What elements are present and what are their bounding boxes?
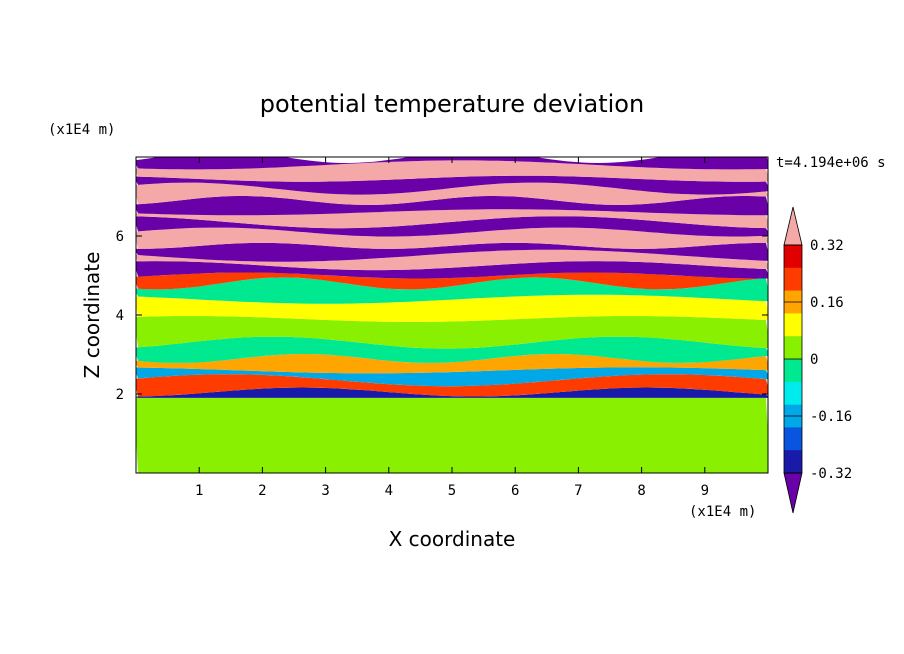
contour-bands (136, 157, 768, 473)
colorbar-tick-label: 0.16 (810, 295, 844, 311)
contour-band (136, 157, 768, 170)
colorbar-swatch (784, 381, 802, 405)
contour-band (136, 354, 768, 374)
contour-band (136, 374, 768, 397)
colorbar-swatch (784, 427, 802, 451)
colorbar-swatch (784, 313, 802, 337)
plot-area: 1 2 3 4 5 6 7 8 9 2 4 6 (116, 156, 769, 499)
contour-band (136, 294, 768, 322)
x-tick-label: 4 (385, 483, 393, 499)
contour-band (136, 209, 768, 229)
x-tick-label: 7 (574, 483, 582, 499)
x-tick-label: 9 (701, 483, 709, 499)
contour-band (136, 277, 768, 304)
contour-band (136, 387, 768, 398)
x-axis: 1 2 3 4 5 6 7 8 9 (195, 157, 709, 499)
contour-band (136, 249, 768, 271)
colorbar-tick-label: 0.32 (810, 238, 844, 254)
contour-band (136, 196, 768, 216)
x-tick-label: 1 (195, 483, 203, 499)
contour-band (136, 242, 768, 262)
contour-band (136, 227, 768, 249)
y-tick-label: 4 (116, 308, 124, 324)
contour-band (136, 216, 768, 237)
x-unit-label: (x1E4 m) (689, 504, 756, 520)
y-axis-label: Z coordinate (80, 252, 104, 379)
y-tick-label: 2 (116, 387, 124, 403)
colorbar-swatch (784, 267, 802, 291)
colorbar-tick-label: -0.32 (810, 466, 852, 482)
colorbar-tick-label: 0 (810, 352, 818, 368)
colorbar-tick-label: -0.16 (810, 409, 852, 425)
y-tick-label: 6 (116, 229, 124, 245)
contour-band (136, 316, 768, 349)
y-unit-label: (x1E4 m) (48, 122, 115, 138)
contour-band (136, 261, 768, 279)
x-tick-label: 5 (448, 483, 456, 499)
contour-band (136, 175, 768, 195)
chart-title: potential temperature deviation (260, 90, 644, 118)
x-axis-label: X coordinate (389, 527, 516, 551)
colorbar-swatch (784, 336, 802, 360)
contour-band (136, 272, 768, 290)
colorbar-swatch (784, 245, 802, 269)
contour-band (136, 160, 768, 182)
colorbar-min-extension (783, 472, 803, 514)
colorbar-swatch (784, 450, 802, 474)
colorbar: 0.32 0.16 0 -0.16 -0.32 (783, 206, 852, 514)
x-tick-label: 2 (258, 483, 266, 499)
contour-band (136, 182, 768, 205)
y-axis: 2 4 6 (116, 229, 768, 403)
colorbar-max-extension (783, 206, 803, 246)
contour-band (136, 397, 768, 473)
time-label: t=4.194e+06 s (776, 155, 886, 171)
contour-band (136, 367, 768, 387)
colorbar-swatch (784, 359, 802, 383)
x-tick-label: 6 (511, 483, 519, 499)
x-tick-label: 3 (321, 483, 329, 499)
contour-band (136, 336, 768, 363)
x-tick-label: 8 (637, 483, 645, 499)
